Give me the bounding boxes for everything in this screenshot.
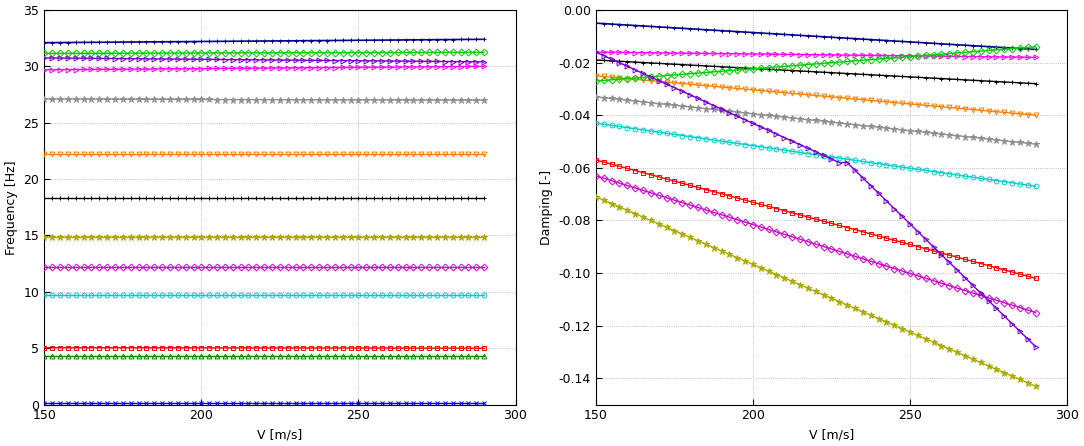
X-axis label: V [m/s]: V [m/s] [257, 428, 302, 441]
Y-axis label: Damping [-]: Damping [-] [540, 170, 553, 245]
X-axis label: V [m/s]: V [m/s] [809, 428, 854, 441]
Y-axis label: Frequency [Hz]: Frequency [Hz] [5, 160, 18, 255]
